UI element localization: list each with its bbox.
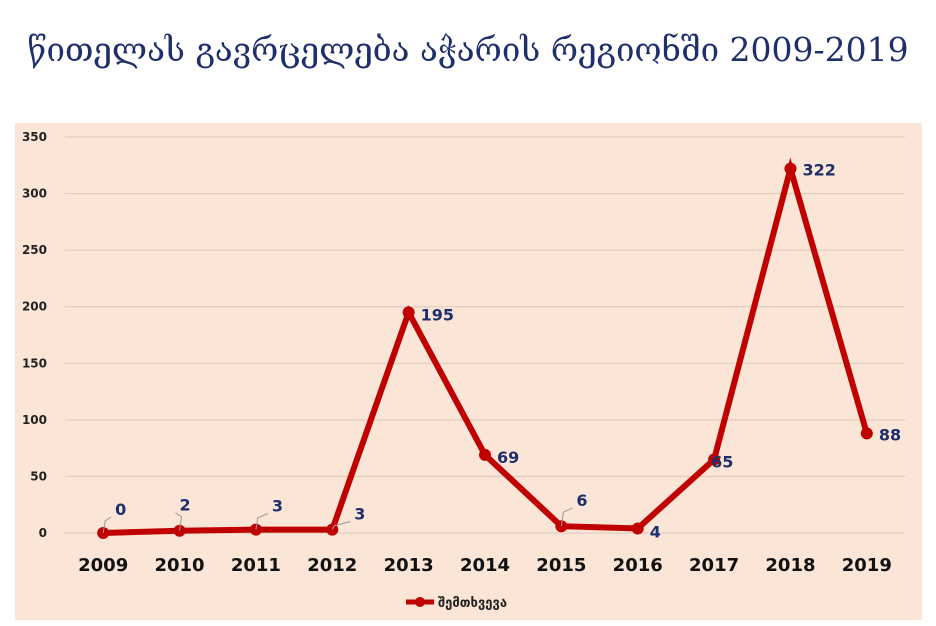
x-tick-label: 2013 [384,555,434,576]
x-tick-label: 2018 [765,555,815,576]
data-label: 322 [802,161,835,180]
x-tick-label: 2012 [307,555,357,576]
x-tick-label: 2016 [613,555,663,576]
x-tick-label: 2017 [689,555,739,576]
y-tick-label: 100 [22,413,47,427]
y-tick-label: 50 [30,469,47,483]
data-label: 2 [180,496,191,515]
data-point [860,427,873,440]
y-tick-label: 300 [22,187,47,201]
x-tick-label: 2011 [231,555,281,576]
label-leader [255,513,269,530]
data-label: 3 [354,505,365,524]
data-point [402,306,415,319]
x-tick-label: 2010 [154,555,204,576]
data-label: 4 [650,522,661,541]
label-leader [102,516,112,534]
data-point [479,448,491,461]
data-label: 3 [272,497,283,516]
label-leader [331,521,351,530]
y-tick-label: 250 [22,243,47,257]
data-point [784,162,797,175]
data-label: 69 [497,448,519,467]
x-tick-label: 2015 [536,555,586,576]
chart-area [15,123,922,620]
y-tick-label: 200 [22,300,47,314]
x-tick-label: 2014 [460,555,510,576]
data-label: 6 [576,491,587,510]
data-point [631,522,644,535]
data-label: 0 [115,500,126,519]
x-tick-label: 2009 [78,555,128,576]
data-label: 65 [711,452,733,471]
data-label: 195 [421,305,454,324]
label-leader [175,512,183,531]
label-leader [560,507,573,527]
y-tick-label: 0 [39,526,47,540]
data-label: 88 [879,425,901,444]
x-tick-label: 2019 [842,555,892,576]
data-point [708,453,721,466]
legend-label: შემთხვევა [438,596,507,611]
chart-title: წითელას გავრცელება აჭარის რეგიონში 2009-… [27,30,909,69]
series-line [103,157,870,536]
y-tick-label: 350 [22,130,47,144]
legend-swatch-marker [415,597,425,607]
y-tick-label: 150 [22,356,47,370]
